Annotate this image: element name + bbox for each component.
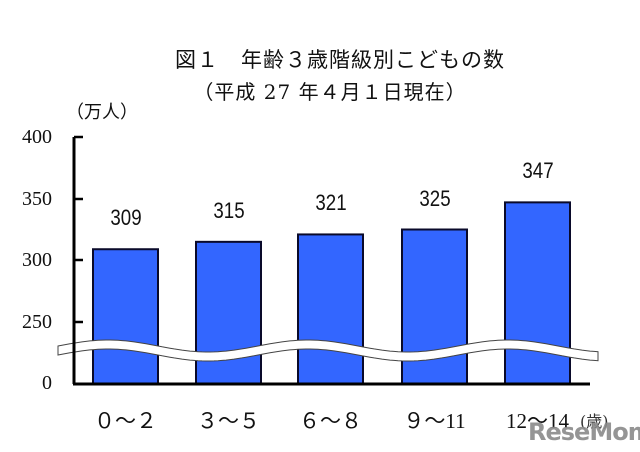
y-tick-label-250: 250 bbox=[22, 311, 52, 333]
y-tick-label-350: 350 bbox=[22, 188, 52, 210]
bar-value-label: 309 bbox=[109, 205, 142, 231]
x-tick-label: 12～14 bbox=[506, 409, 569, 433]
axis-break-wave bbox=[57, 339, 599, 362]
x-tick-label: ０～２ bbox=[94, 409, 157, 433]
x-tick-label: ９～11 bbox=[403, 409, 466, 433]
bar-value-label: 321 bbox=[314, 190, 347, 216]
x-tick-label: ３～５ bbox=[197, 409, 260, 433]
y-tick-label-0: 0 bbox=[42, 372, 52, 394]
bar-1 bbox=[195, 240, 262, 385]
chart-subtitle: （平成 27 年４月１日現在） bbox=[193, 80, 467, 104]
bar-0 bbox=[92, 248, 159, 385]
x-axis-unit-label: (歳) bbox=[580, 412, 609, 431]
y-tick-label-300: 300 bbox=[22, 249, 52, 271]
bar-value-label: 325 bbox=[418, 185, 451, 211]
bar-2 bbox=[297, 233, 364, 385]
y-axis-unit-label: （万人） bbox=[66, 102, 138, 123]
watermark-logo: ReseMom. bbox=[528, 418, 640, 446]
chart-title: 図１ 年齢３歳階級別こどもの数 bbox=[175, 48, 505, 72]
watermark-text: ReseMom bbox=[528, 418, 640, 446]
x-tick-label: ６～８ bbox=[299, 409, 362, 433]
y-tick-label-400: 400 bbox=[22, 126, 52, 148]
bar-4 bbox=[504, 201, 571, 385]
bar-value-label: 347 bbox=[521, 158, 554, 184]
y-axis-ticks bbox=[74, 135, 83, 324]
bar-value-label: 315 bbox=[212, 197, 245, 223]
